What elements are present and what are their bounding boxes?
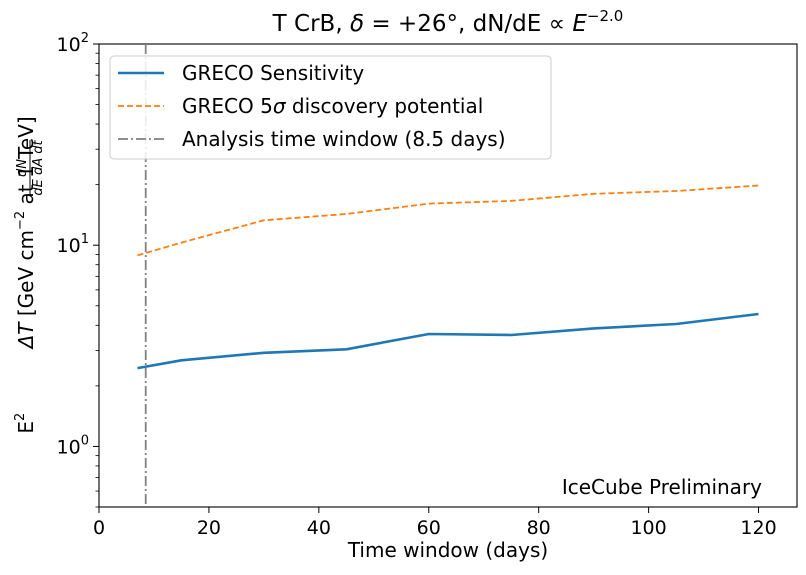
legend-label-time-window: Analysis time window (8.5 days) — [182, 127, 506, 151]
chart-title: T CrB, δ = +26°, dN/dE ∝ E−2.0 — [272, 7, 624, 37]
svg-text:dN: dN — [15, 159, 30, 177]
greco-discovery-potential-line — [137, 184, 759, 257]
y-tick-label: 101 — [57, 232, 89, 257]
icecube-preliminary-label: IceCube Preliminary — [562, 475, 762, 499]
y-axis-label: E2 ΔT [GeV cm−2 at 1 TeV] — [13, 116, 38, 433]
x-tick-label: 120 — [740, 517, 776, 539]
legend-label-discovery: GRECO 5σ discovery potential — [182, 94, 483, 118]
x-axis-label: Time window (days) — [347, 538, 548, 562]
x-tick-label: 100 — [630, 517, 666, 539]
x-tick-label: 40 — [307, 517, 331, 539]
x-tick-label: 20 — [197, 517, 221, 539]
greco-sensitivity-line — [137, 312, 759, 370]
x-axis-ticks: 0 20 40 60 80 100 120 — [93, 507, 777, 539]
y-tick-label: 102 — [57, 31, 89, 56]
y-axis-label-fraction: dN dE dA dt — [15, 139, 46, 196]
x-tick-label: 0 — [93, 517, 105, 539]
y-tick-label: 100 — [57, 433, 89, 458]
legend-label-sensitivity: GRECO Sensitivity — [182, 61, 364, 85]
legend-box — [109, 55, 552, 160]
x-tick-label: 60 — [417, 517, 441, 539]
y-axis-ticks: 100 101 102 — [57, 31, 99, 508]
legend: GRECO Sensitivity GRECO 5σ discovery pot… — [109, 55, 552, 160]
svg-text:E2 ΔT [GeV cm−2 at 1 TeV]: E2 ΔT [GeV cm−2 at 1 TeV] — [13, 116, 38, 433]
plot-area — [98, 43, 798, 508]
x-tick-label: 80 — [527, 517, 551, 539]
svg-text:dE dA dt: dE dA dt — [31, 139, 46, 195]
